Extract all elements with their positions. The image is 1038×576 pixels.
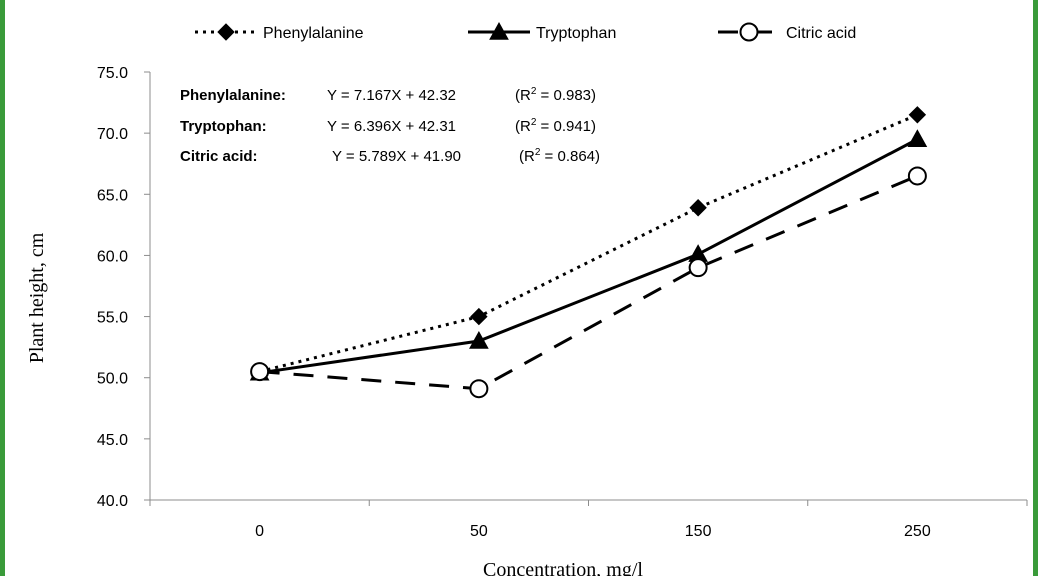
data-point <box>907 166 927 186</box>
data-point <box>250 362 270 382</box>
legend-label: Phenylalanine <box>263 25 364 42</box>
x-tick-label: 150 <box>685 523 712 540</box>
annotation-label: Tryptophan: <box>180 118 267 135</box>
annotation-r2: (R2 = 0.983) <box>515 86 596 104</box>
axes: 40.0 45.0 50.0 55.0 60.0 65.0 70.0 75.0 0 50 150 25… <box>97 65 1028 540</box>
y-tick-label: 75.0 <box>97 65 128 82</box>
r2-prefix: (R <box>515 87 531 104</box>
data-point <box>469 330 489 349</box>
legend-item: Phenylalanine <box>195 23 364 42</box>
r2-prefix: (R <box>515 118 531 135</box>
annotation-r2: (R2 = 0.864) <box>519 147 600 165</box>
series-group <box>249 106 928 399</box>
y-tick-label: 65.0 <box>97 187 128 204</box>
r2-prefix: (R <box>519 148 535 165</box>
r2-value: = 0.941) <box>536 118 596 135</box>
annotation-row: Phenylalanine: Y = 7.167X + 42.32 (R2 = 0.… <box>180 86 596 104</box>
series-tryptophan <box>249 129 928 381</box>
data-point <box>688 258 708 278</box>
annotation-row: Citric acid: Y = 5.789X + 41.90 (R2 = 0.86… <box>180 147 600 165</box>
x-tick-label: 250 <box>904 523 931 540</box>
y-tick-label: 40.0 <box>97 493 128 510</box>
legend-item: Citric acid <box>718 22 856 42</box>
data-point <box>470 307 488 326</box>
annotation-label: Phenylalanine: <box>180 87 286 104</box>
y-axis-label: Plant height, cm <box>26 232 48 363</box>
legend-swatch-marker <box>489 21 509 40</box>
annotation-label: Citric acid: <box>180 148 258 165</box>
x-tick-label: 50 <box>470 523 488 540</box>
legend-item: Tryptophan <box>468 21 616 42</box>
data-point <box>469 379 489 399</box>
series-line <box>259 113 918 374</box>
annotation-equation: Y = 7.167X + 42.32 <box>327 87 456 104</box>
legend: Phenylalanine Tryptophan Citric acid <box>195 21 856 42</box>
line-chart: Phenylalanine Tryptophan Citric acid Pheny… <box>26 21 1028 576</box>
r2-value: = 0.864) <box>540 148 600 165</box>
annotation-row: Tryptophan: Y = 6.396X + 42.31 (R2 = 0.941… <box>180 117 596 135</box>
legend-swatch-marker <box>739 22 759 42</box>
annotation-equation: Y = 6.396X + 42.31 <box>327 118 456 135</box>
x-tick-label: 0 <box>255 523 264 540</box>
series-citric-acid <box>250 166 927 399</box>
legend-swatch-marker <box>217 23 235 41</box>
r2-superscript: 2 <box>531 86 537 97</box>
y-tick-label: 70.0 <box>97 126 128 143</box>
r2-value: = 0.983) <box>536 87 596 104</box>
y-tick-label: 45.0 <box>97 432 128 449</box>
data-point <box>908 106 927 124</box>
x-axis-label: Concentration, mg/l <box>483 559 643 576</box>
annotation-equation: Y = 5.789X + 41.90 <box>332 148 461 165</box>
data-point <box>907 129 928 147</box>
y-tick-label: 60.0 <box>97 248 128 265</box>
y-tick-label: 55.0 <box>97 310 128 327</box>
legend-label: Tryptophan <box>536 25 616 42</box>
regression-annotations: Phenylalanine: Y = 7.167X + 42.32 (R2 = 0.… <box>180 86 600 165</box>
series-line <box>259 174 918 391</box>
r2-superscript: 2 <box>531 117 537 128</box>
legend-label: Citric acid <box>786 25 856 42</box>
annotation-r2: (R2 = 0.941) <box>515 117 596 135</box>
r2-superscript: 2 <box>535 147 541 158</box>
y-tick-label: 50.0 <box>97 371 128 388</box>
data-point <box>689 199 707 217</box>
series-line <box>259 137 919 375</box>
